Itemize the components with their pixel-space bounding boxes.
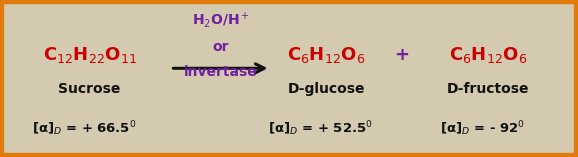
Text: H$_2$O/H$^+$: H$_2$O/H$^+$ bbox=[192, 11, 250, 30]
Text: C$_{6}$H$_{12}$O$_{6}$: C$_{6}$H$_{12}$O$_{6}$ bbox=[287, 45, 366, 65]
Text: C$_{12}$H$_{22}$O$_{11}$: C$_{12}$H$_{22}$O$_{11}$ bbox=[43, 45, 136, 65]
Text: invertase: invertase bbox=[184, 65, 258, 79]
Text: [α]$_D$ = + 52.5$^0$: [α]$_D$ = + 52.5$^0$ bbox=[268, 119, 373, 138]
Text: or: or bbox=[213, 40, 229, 54]
Text: D-fructose: D-fructose bbox=[447, 82, 529, 97]
Text: [α]$_D$ = - 92$^0$: [α]$_D$ = - 92$^0$ bbox=[440, 119, 525, 138]
Text: D-glucose: D-glucose bbox=[288, 82, 365, 97]
Text: C$_{6}$H$_{12}$O$_{6}$: C$_{6}$H$_{12}$O$_{6}$ bbox=[449, 45, 528, 65]
Text: +: + bbox=[394, 46, 409, 64]
Text: [α]$_D$ = + 66.5$^0$: [α]$_D$ = + 66.5$^0$ bbox=[32, 119, 136, 138]
Text: Sucrose: Sucrose bbox=[58, 82, 121, 97]
